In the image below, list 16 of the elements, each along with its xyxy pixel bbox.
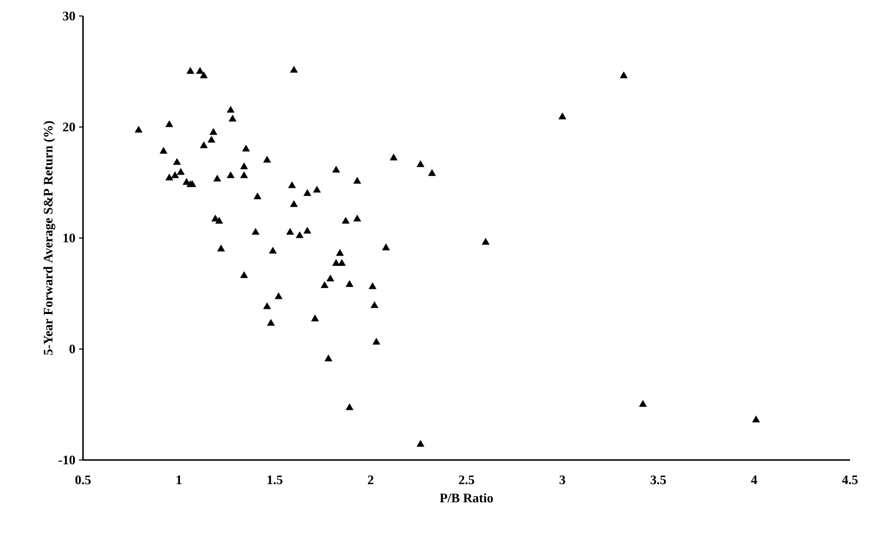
x-tick-label: 4 — [751, 476, 758, 484]
x-tick-label: 1 — [176, 476, 182, 484]
x-tick-label: 3.5 — [650, 476, 666, 484]
y-tick-label: 10 — [64, 234, 75, 242]
y-tick-label: 0 — [69, 344, 75, 354]
y-axis-title: 5-Year Forward Average S&P Return (%) — [43, 121, 56, 355]
x-tick-label: 2.5 — [458, 476, 474, 484]
x-tick-label: 1.5 — [268, 476, 282, 484]
x-tick-label: 0.5 — [75, 476, 91, 484]
x-axis-title: P/B Ratio — [440, 493, 493, 502]
y-tick-label: 20 — [63, 122, 75, 132]
x-tick-label: 2 — [368, 476, 374, 484]
x-tick-label: 3 — [560, 476, 566, 484]
x-tick-label: 4.5 — [842, 476, 858, 484]
y-tick-label: -10 — [58, 456, 75, 464]
y-tick-label: 30 — [62, 12, 75, 20]
